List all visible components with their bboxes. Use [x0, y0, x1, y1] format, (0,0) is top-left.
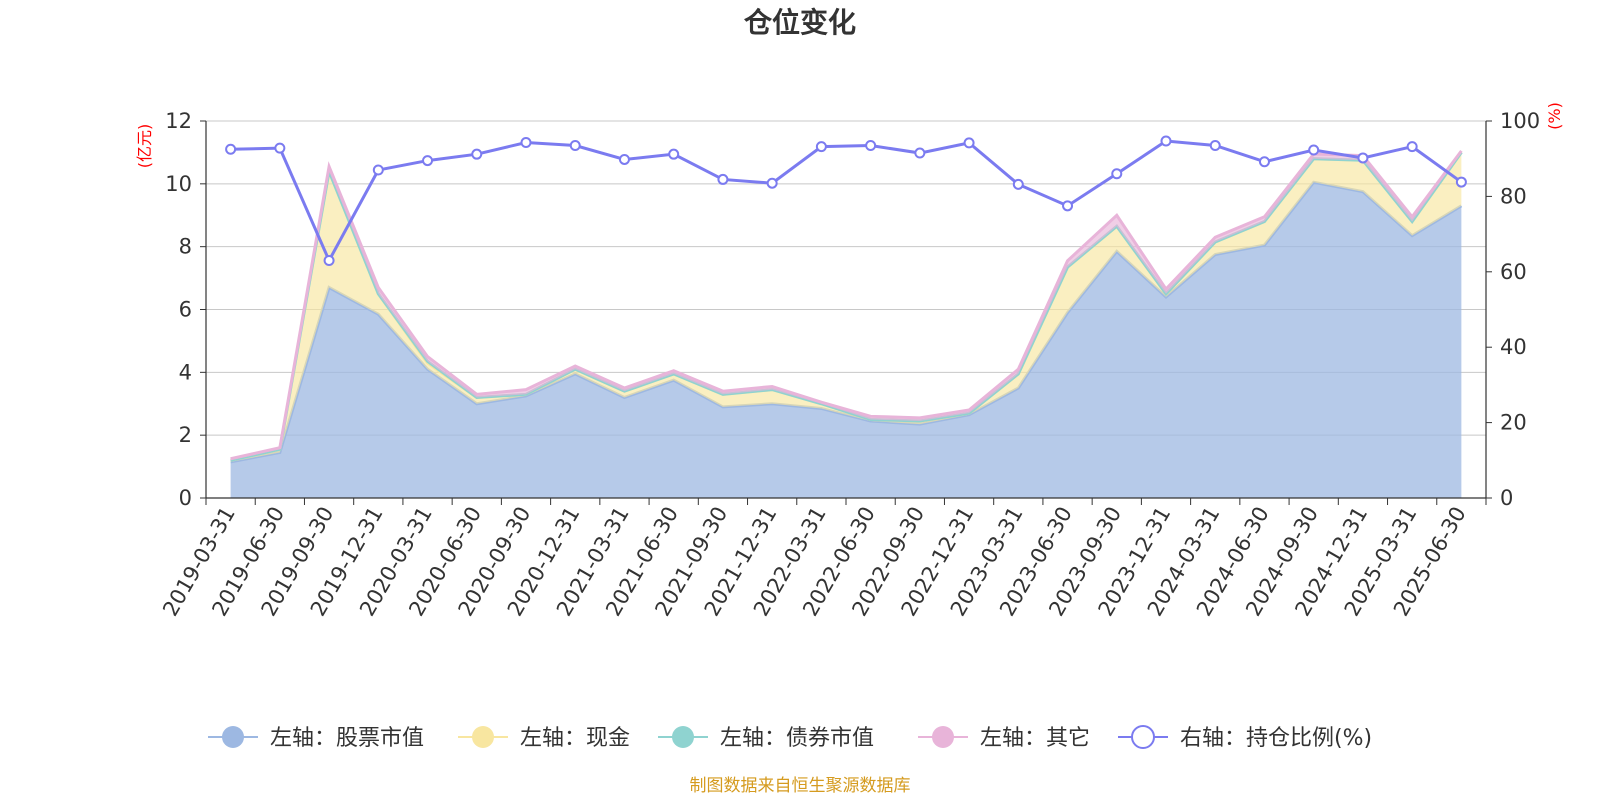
holding-ratio-point	[225, 143, 237, 155]
right-axis-unit: (%)	[1545, 102, 1564, 130]
right-axis-tick-label: 100	[1500, 109, 1540, 133]
area-左轴现金	[230, 152, 1462, 462]
holding-ratio-point	[1111, 168, 1123, 180]
legend-marker-icon	[672, 726, 694, 748]
legend-label: 左轴：其它	[980, 726, 1090, 751]
holding-ratio-point	[1308, 144, 1320, 156]
holding-ratio-point	[520, 136, 532, 148]
holding-ratio-point	[1455, 176, 1467, 188]
holding-ratio-point	[569, 140, 581, 152]
holding-ratio-line	[230, 139, 1463, 264]
holding-ratio-point	[914, 147, 926, 159]
legend-item: 右轴：持仓比例(%)	[1118, 725, 1372, 751]
holding-ratio-point	[618, 153, 630, 165]
left-axis-tick-label: 6	[179, 298, 192, 322]
right-axis-tick-label: 60	[1500, 260, 1527, 284]
right-axis-tick-label: 80	[1500, 184, 1527, 208]
left-axis-tick-label: 4	[179, 360, 192, 384]
holding-ratio-point	[1012, 178, 1024, 190]
legend-marker-icon	[932, 726, 954, 748]
data-source-note: 制图数据来自恒生聚源数据库	[690, 776, 911, 796]
legend-item: 左轴：债券市值	[658, 726, 874, 751]
legend-item: 左轴：股票市值	[208, 726, 424, 751]
holding-ratio-point	[1062, 200, 1074, 212]
holding-ratio-point	[668, 148, 680, 160]
legend-label: 左轴：股票市值	[270, 726, 424, 751]
left-axis-tick-label: 12	[165, 109, 192, 133]
holding-ratio-point	[1357, 152, 1369, 164]
area-layer	[230, 149, 1463, 498]
legend-marker-icon	[1131, 725, 1155, 749]
holding-ratio-point	[1406, 141, 1418, 153]
left-axis-tick-label: 2	[179, 423, 192, 447]
legend-marker-icon	[222, 726, 244, 748]
left-axis-tick-label: 8	[179, 235, 192, 259]
holding-ratio-point	[865, 140, 877, 152]
area-左轴其它-line	[230, 149, 1463, 461]
holding-ratio-point	[815, 141, 827, 153]
holding-ratio-point	[372, 164, 384, 176]
right-axis-tick-label: 20	[1500, 411, 1527, 435]
holding-ratio-point	[323, 254, 335, 266]
ratio-line-layer	[225, 135, 1467, 266]
chart-title: 仓位变化	[744, 6, 856, 39]
legend-label: 左轴：债券市值	[720, 726, 874, 751]
legend: 左轴：股票市值 左轴：现金 左轴：债券市值 左轴：其它 右轴：持仓比例(%)	[208, 725, 1372, 751]
holding-ratio-point	[963, 137, 975, 149]
left-axis-tick-label: 0	[179, 486, 192, 510]
legend-marker-icon	[472, 726, 494, 748]
holding-ratio-point	[274, 142, 286, 154]
left-axis-unit: (亿元)	[135, 124, 154, 169]
left-axis-tick-label: 10	[165, 172, 192, 196]
holding-ratio-point	[1209, 140, 1221, 152]
legend-item: 左轴：现金	[458, 726, 630, 751]
legend-item: 左轴：其它	[918, 726, 1090, 751]
holding-ratio-point	[766, 177, 778, 189]
holding-ratio-point	[471, 148, 483, 160]
legend-label: 右轴：持仓比例(%)	[1180, 726, 1372, 751]
holding-ratio-point	[717, 173, 729, 185]
right-axis-tick-label: 0	[1500, 486, 1513, 510]
holding-ratio-point	[1258, 156, 1270, 168]
area-左轴股票市值	[230, 182, 1462, 498]
holding-ratio-point	[422, 155, 434, 167]
legend-label: 左轴：现金	[520, 726, 630, 751]
right-axis-tick-label: 40	[1500, 335, 1527, 359]
holding-ratio-point	[1160, 135, 1172, 147]
